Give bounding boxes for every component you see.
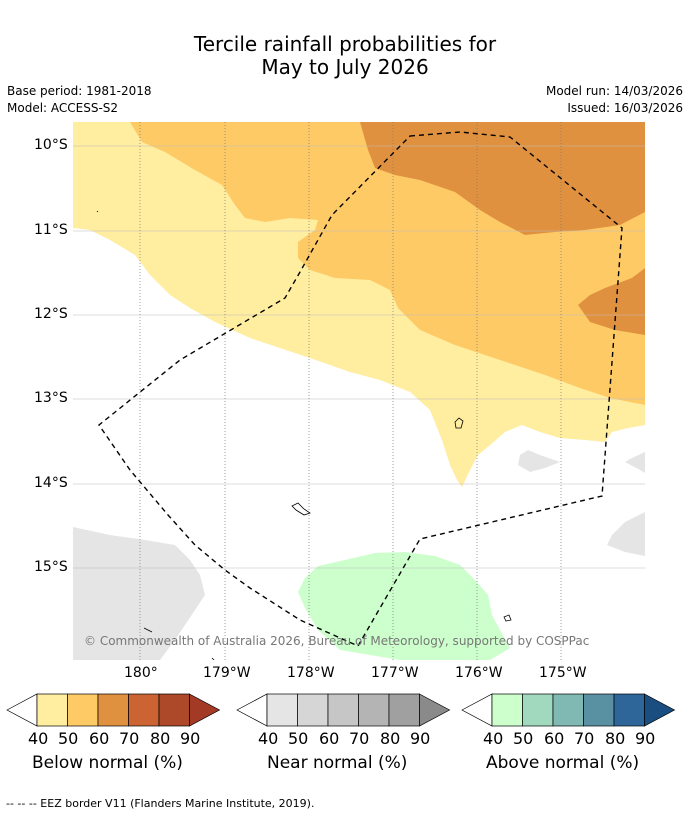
colorbar-segment (522, 693, 554, 727)
colorbar-extend-high (419, 693, 451, 727)
colorbar-segment (491, 693, 523, 727)
legend-tick: 40 (483, 729, 504, 748)
lon-label: 176°W (455, 665, 503, 681)
legend-tick: 80 (150, 729, 171, 748)
island-shape (143, 627, 153, 633)
model-run: Model run: 14/03/2026 (545, 84, 683, 98)
legend-tick: 90 (180, 729, 201, 748)
eez-border (98, 131, 623, 647)
lat-label: 10°S (34, 137, 68, 153)
legend-title-above: Above normal (%) (486, 753, 640, 773)
legend-tick: 50 (288, 729, 309, 748)
lon-label: 179°W (203, 665, 251, 681)
colorbar-segment (327, 693, 359, 727)
issued-date: Issued: 16/03/2026 (567, 101, 683, 115)
map-title-line-2: May to July 2026 (261, 55, 429, 79)
colorbar-extend-high (189, 693, 221, 727)
colorbar-segment (552, 693, 584, 727)
colorbar-segment (36, 693, 68, 727)
colorbar-segment (97, 693, 129, 727)
colorbar-segment (613, 693, 645, 727)
colorbar-near-normal (236, 693, 451, 727)
legend-tick: 60 (319, 729, 340, 748)
colorbar-segment (358, 693, 390, 727)
legend-tick: 50 (58, 729, 79, 748)
colorbar-extend-low (6, 693, 38, 727)
legend-tick: 90 (635, 729, 656, 748)
near-normal-region-east (607, 512, 645, 556)
colorbar-segment (388, 693, 420, 727)
colorbar-below-normal (6, 693, 221, 727)
colorbar-above-normal (461, 693, 676, 727)
legend-tick: 40 (258, 729, 279, 748)
colorbar-extend-low (236, 693, 268, 727)
legend-tick: 70 (349, 729, 370, 748)
legend-tick: 60 (89, 729, 110, 748)
legend-title-near: Near normal (%) (267, 753, 408, 773)
below-normal-60-70-region-east (578, 268, 645, 335)
legend-title-below: Below normal (%) (32, 753, 183, 773)
legend-tick: 40 (28, 729, 49, 748)
below-normal-60-70-region (360, 122, 645, 235)
colorbar-segment (128, 693, 160, 727)
island-shape (503, 614, 512, 622)
above-normal-40-50-region (298, 552, 510, 660)
legend-tick: 90 (410, 729, 431, 748)
base-period: Base period: 1981-2018 (7, 84, 152, 98)
near-normal-region-west (73, 527, 205, 660)
island-shape (96, 210, 99, 213)
legend-tick: 60 (544, 729, 565, 748)
legend-tick: 70 (574, 729, 595, 748)
island-shape (454, 417, 464, 429)
legend-tick: 80 (605, 729, 626, 748)
eez-footnote: -- -- -- EEZ border V11 (Flanders Marine… (6, 797, 315, 810)
island-shape (211, 657, 215, 660)
colorbar-segment (297, 693, 329, 727)
legend-tick: 80 (380, 729, 401, 748)
lon-label: 177°W (371, 665, 419, 681)
colorbar-segment (67, 693, 99, 727)
lat-label: 12°S (34, 306, 68, 322)
colorbar-segment (158, 693, 190, 727)
legend-tick: 70 (119, 729, 140, 748)
copyright-notice: © Commonwealth of Australia 2026, Bureau… (84, 634, 590, 648)
lat-label: 11°S (34, 222, 68, 238)
colorbar-segment (266, 693, 298, 727)
near-normal-region-mid (518, 450, 560, 472)
lat-label: 15°S (34, 559, 68, 575)
lat-label: 14°S (34, 475, 68, 491)
island-shape (291, 502, 311, 516)
colorbar-extend-low (461, 693, 493, 727)
colorbar-segment (583, 693, 615, 727)
lon-label: 175°W (539, 665, 587, 681)
legend-tick: 50 (513, 729, 534, 748)
lat-label: 13°S (34, 390, 68, 406)
map-title-line-1: Tercile rainfall probabilities for (193, 32, 497, 56)
colorbar-extend-high (644, 693, 676, 727)
model-name: Model: ACCESS-S2 (7, 101, 119, 115)
lon-label: 180° (124, 665, 158, 681)
lon-label: 178°W (287, 665, 335, 681)
near-normal-region-east-2 (625, 452, 645, 473)
